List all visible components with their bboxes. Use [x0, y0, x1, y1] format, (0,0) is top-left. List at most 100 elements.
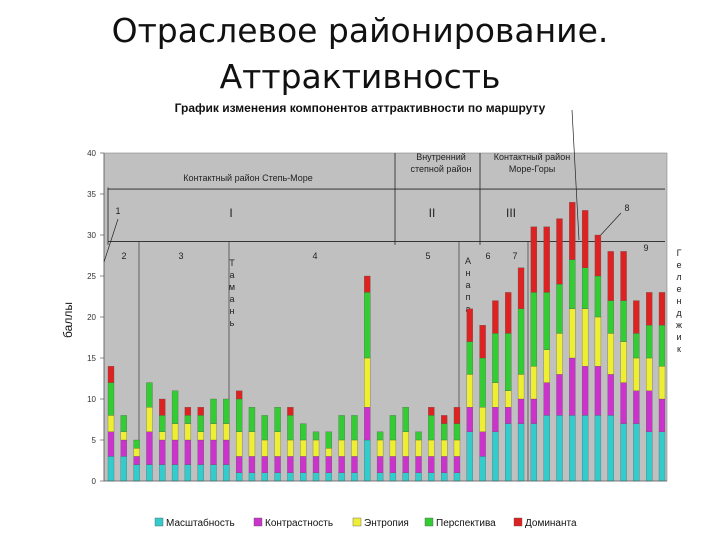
bar-segment-2	[351, 456, 358, 473]
bar-segment-1	[325, 472, 332, 482]
bar-segment-3	[658, 366, 666, 400]
bar-segment-1	[402, 472, 409, 482]
bar-segment-4	[351, 415, 358, 441]
pointer-line	[597, 212, 622, 239]
marker-4: 4	[312, 251, 317, 261]
legend-label: Контрастность	[265, 518, 333, 529]
bar-segment-1	[581, 415, 589, 482]
bar-segment-2	[107, 431, 115, 457]
y-tick-label: 15	[87, 354, 96, 363]
bar-segment-3	[146, 407, 153, 432]
legend-swatch	[154, 517, 164, 527]
bar-segment-2	[658, 398, 666, 432]
bar-segment-2	[479, 431, 486, 457]
bar-segment-4	[594, 275, 602, 318]
legend-swatch	[513, 517, 523, 527]
region-label-sea-mountains-2: Море-Горы	[509, 164, 555, 174]
bar-segment-5	[607, 251, 614, 301]
bar-segment-1	[171, 464, 179, 482]
bar-segment-3	[300, 439, 307, 457]
vertical-label-taman: а	[229, 270, 234, 280]
bar-segment-4	[607, 300, 614, 334]
legend-label: Энтропия	[364, 518, 409, 529]
bar-segment-3	[453, 439, 461, 457]
bar-segment-2	[415, 456, 422, 473]
bar-segment-5	[633, 300, 640, 334]
bar-segment-1	[364, 439, 371, 482]
bar-segment-4	[184, 415, 192, 424]
bar-segment-4	[479, 357, 486, 408]
bar-segment-4	[338, 415, 345, 441]
bar-segment-4	[389, 415, 397, 441]
bar-segment-2	[325, 456, 332, 473]
bar-segment-2	[556, 374, 563, 416]
bar-segment-3	[492, 382, 499, 408]
vertical-label-gelendzhik: е	[676, 284, 681, 294]
vertical-label-gelendzhik: л	[676, 272, 681, 282]
y-tick-label: 35	[87, 190, 96, 199]
bar-segment-2	[300, 456, 307, 473]
bar-segment-2	[569, 357, 576, 416]
marker-8: 8	[624, 203, 629, 213]
bar-segment-1	[287, 472, 294, 482]
bar-segment-2	[530, 398, 538, 424]
bar-segment-2	[492, 407, 499, 432]
bar-segment-5	[543, 226, 550, 293]
marker-6: 6	[485, 251, 490, 261]
bar-segment-2	[261, 456, 268, 473]
bar-segment-2	[338, 456, 345, 473]
bar-segment-3	[248, 431, 256, 457]
vertical-label-anapa: п	[466, 292, 471, 302]
bar-segment-5	[441, 415, 448, 424]
bar-segment-2	[402, 456, 409, 473]
bar-segment-1	[492, 431, 499, 482]
slide-title: Отраслевое районирование. Аттрактивность	[0, 8, 720, 100]
bar-segment-4	[133, 439, 140, 449]
bar-segment-2	[248, 456, 256, 473]
marker-5: 5	[425, 251, 430, 261]
bar-segment-5	[530, 226, 538, 293]
bar-segment-5	[453, 407, 461, 424]
bar-segment-1	[261, 472, 268, 482]
bar-segment-1	[517, 423, 525, 482]
bar-segment-5	[581, 210, 589, 268]
bar-segment-2	[428, 456, 435, 473]
bar-segment-1	[479, 456, 486, 482]
bar-segment-2	[133, 456, 140, 465]
bar-segment-1	[607, 415, 614, 482]
marker-7: 7	[512, 251, 517, 261]
slide-title-line2: Аттрактивность	[219, 57, 501, 96]
bar-segment-5	[466, 308, 473, 342]
bar-segment-5	[197, 407, 204, 416]
bar-segment-4	[441, 423, 448, 441]
bar-segment-2	[646, 390, 653, 432]
bar-segment-4	[159, 415, 166, 432]
bar-segment-3	[261, 439, 268, 457]
bar-segment-4	[197, 415, 204, 432]
bar-segment-3	[120, 431, 127, 441]
bar-segment-2	[210, 439, 217, 465]
bar-segment-4	[274, 407, 281, 432]
bar-segment-2	[146, 431, 153, 465]
bar-segment-3	[402, 431, 409, 457]
bar-segment-3	[312, 439, 320, 457]
bar-segment-1	[248, 472, 256, 482]
bar-segment-2	[505, 407, 512, 424]
bar-segment-3	[517, 374, 525, 400]
bar-segment-2	[633, 390, 640, 424]
bar-segment-5	[235, 390, 243, 400]
bar-segment-4	[505, 333, 512, 391]
bar-segment-2	[364, 407, 371, 441]
bar-segment-1	[210, 464, 217, 482]
bar-segment-1	[120, 456, 127, 482]
y-axis-label: баллы	[61, 302, 75, 338]
bar-segment-3	[415, 439, 422, 457]
bar-segment-3	[479, 407, 486, 432]
bar-segment-2	[184, 439, 192, 465]
vertical-label-gelendzhik: к	[677, 344, 681, 354]
bar-segment-1	[235, 472, 243, 482]
bar-segment-5	[364, 275, 371, 293]
bar-segment-3	[620, 341, 627, 383]
region-label-sea-mountains-1: Контактный район	[494, 152, 570, 162]
